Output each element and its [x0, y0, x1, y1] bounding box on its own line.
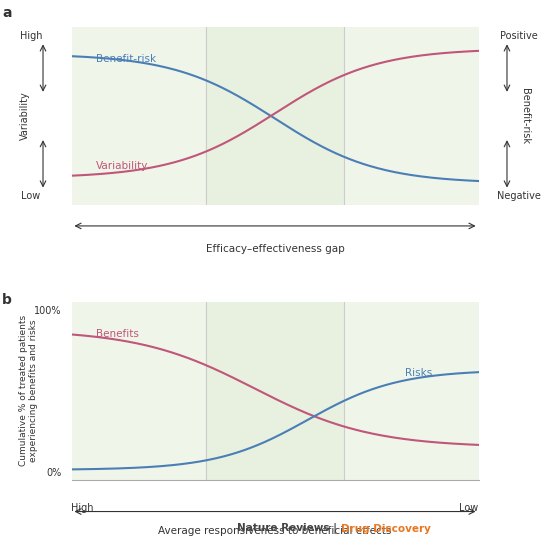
Text: a: a [2, 6, 12, 20]
Text: Variability: Variability [96, 161, 148, 171]
Text: Negative: Negative [497, 191, 541, 201]
Text: High: High [20, 31, 42, 41]
Bar [72, 27, 206, 204]
Text: Low: Low [21, 191, 41, 201]
Text: Efficacy–effectiveness gap: Efficacy–effectiveness gap [206, 244, 344, 253]
Text: Benefits: Benefits [96, 329, 139, 339]
Text: High: High [72, 502, 94, 513]
Text: Variability: Variability [20, 92, 30, 140]
Text: Positive: Positive [500, 31, 538, 41]
Text: Risks: Risks [405, 368, 432, 378]
Text: Drug Discovery: Drug Discovery [341, 524, 431, 534]
Text: Nature Reviews |: Nature Reviews | [238, 523, 341, 534]
Bar [344, 302, 478, 480]
Text: Benefit-risk: Benefit-risk [96, 54, 156, 64]
Text: b: b [2, 293, 12, 307]
Text: Low: Low [459, 502, 478, 513]
Bar [206, 27, 344, 204]
Bar [206, 302, 344, 480]
Text: Benefit-risk: Benefit-risk [520, 88, 530, 144]
Text: Average responsiveness to beneficial effects: Average responsiveness to beneficial eff… [158, 526, 392, 536]
Bar [344, 27, 478, 204]
Y-axis label: Cumulative % of treated patients
experiencing benefits and risks: Cumulative % of treated patients experie… [19, 316, 39, 467]
Bar [72, 302, 206, 480]
